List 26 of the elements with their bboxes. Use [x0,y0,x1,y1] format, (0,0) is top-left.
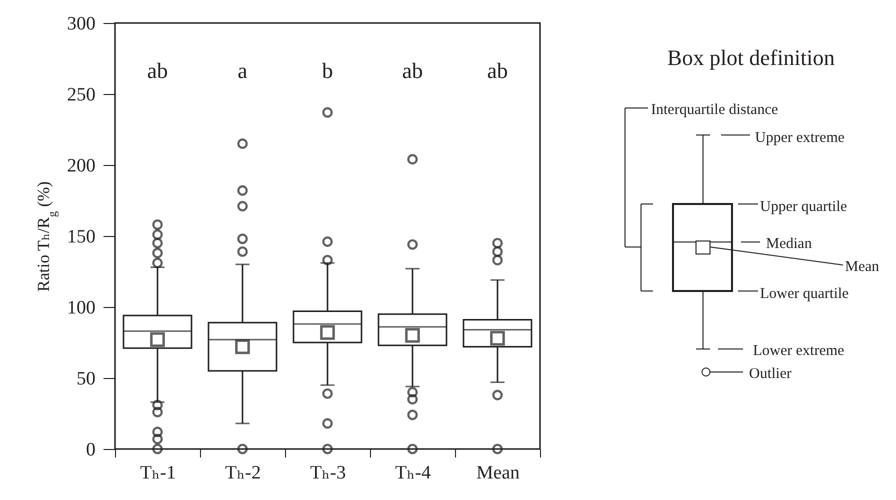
annotation: ab [147,58,168,83]
y-tick-label: 100 [67,298,96,318]
text: Lower quartile [760,286,850,302]
y-tick-label: 300 [67,14,96,34]
x-tick-label: Mean [476,462,520,484]
y-tick-label: 150 [67,226,96,248]
x-tick-label: Tₕ-3 [310,462,346,484]
annotation: b [322,58,333,83]
text: Lower extreme [753,343,845,359]
annotation: a [238,58,248,83]
text: Mean [845,259,880,275]
y-tick-label: 250 [67,84,96,106]
y-tick-label: 50 [76,368,96,390]
y-tick-label: 0 [86,440,96,460]
x-tick-label: Tₕ-2 [225,462,261,484]
text: Upper quartile [760,199,848,215]
x-tick-label: Tₕ-1 [140,462,176,484]
text: Upper extreme [755,130,845,146]
y-tick-label: 200 [67,156,96,176]
text: Interquartile distance [651,102,778,118]
x-tick-label: Tₕ-4 [395,462,432,484]
text: Median [766,236,812,252]
annotation: ab [402,58,423,83]
text: Box plot definition [667,45,835,70]
text: Outlier [749,366,792,382]
annotation: ab [487,58,508,83]
